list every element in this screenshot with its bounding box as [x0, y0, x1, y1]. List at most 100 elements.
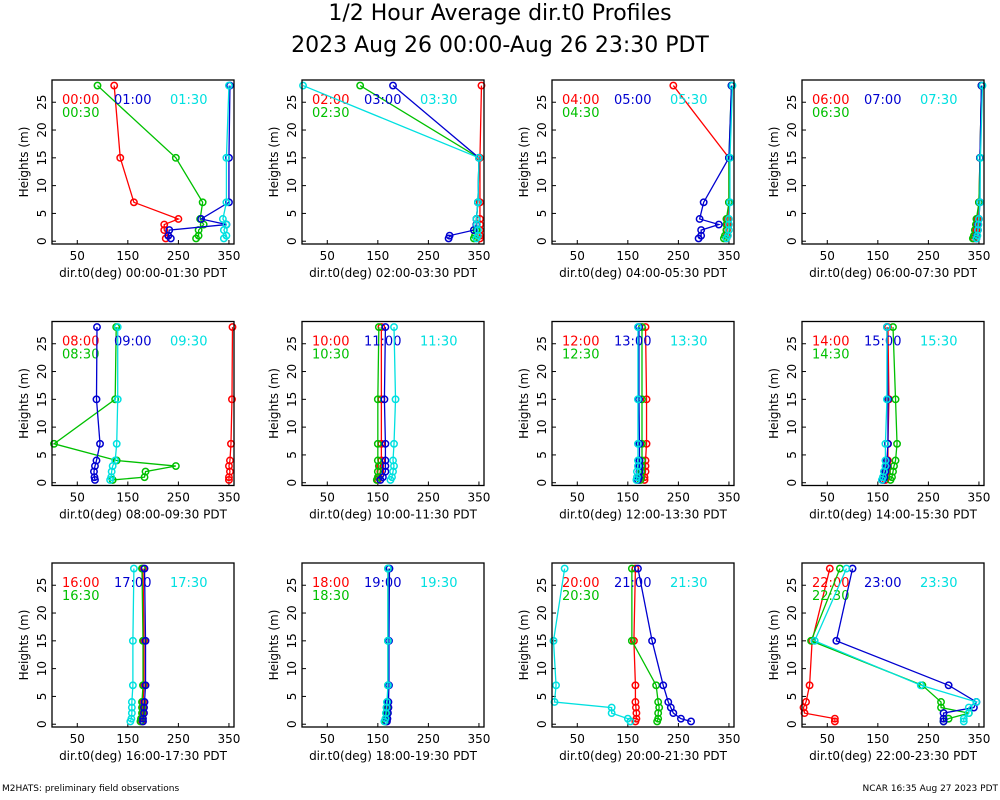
profile-point [222, 153, 231, 162]
y-tick-label: 25 [35, 336, 49, 351]
profile-point [113, 323, 122, 332]
profile-line [698, 85, 733, 239]
legend-entry: 22:00 [812, 576, 849, 591]
x-tick-label: 50 [570, 732, 585, 746]
x-axis-label: dir.t0(deg) 18:00-19:30 PDT [309, 749, 478, 763]
y-tick-label: 25 [535, 95, 549, 110]
profile-point [882, 323, 891, 332]
y-axis-label: Heights (m) [517, 610, 531, 681]
profile-point [474, 153, 483, 162]
legend-entry: 20:30 [562, 589, 599, 604]
legend-entry: 17:30 [170, 576, 207, 591]
x-tick-label: 250 [167, 491, 190, 505]
profile-point [389, 81, 397, 90]
x-tick-label: 250 [417, 491, 440, 505]
profile-point [633, 564, 642, 573]
profile-point [832, 636, 841, 645]
profile-point [937, 698, 945, 706]
profile-point [224, 198, 233, 207]
profile-point [916, 681, 925, 690]
legend-entry: 05:00 [614, 93, 651, 108]
x-tick-label: 350 [217, 491, 240, 505]
profile-point [623, 714, 632, 723]
profile-point [959, 717, 968, 726]
x-axis-label: dir.t0(deg) 22:00-23:30 PDT [809, 749, 978, 763]
profile-point [805, 681, 814, 690]
x-tick-label: 50 [70, 491, 85, 505]
profile-point [160, 220, 169, 229]
profile-point [381, 709, 390, 718]
x-tick-label: 250 [667, 491, 690, 505]
y-axis-label: Heights (m) [517, 127, 531, 198]
profile-point [381, 467, 390, 476]
profile-point [830, 714, 839, 723]
legend-entry: 02:00 [312, 93, 349, 108]
profile-point [390, 323, 398, 332]
x-tick-label: 150 [116, 491, 139, 505]
profile-point [654, 698, 663, 706]
x-tick-label: 50 [570, 249, 585, 263]
profile-point [128, 681, 137, 690]
profile-point [382, 698, 391, 706]
plot-frame [51, 79, 235, 245]
y-tick-label: 25 [785, 95, 799, 110]
y-tick-label: 20 [285, 364, 299, 379]
footer-right: NCAR 16:35 Aug 27 2023 PDT [863, 784, 999, 794]
plot-frame [551, 79, 735, 245]
legend-entry: 22:30 [812, 589, 849, 604]
profile-point [714, 220, 723, 229]
profile-point [664, 698, 673, 706]
profile-point [194, 231, 203, 240]
profile-point [383, 564, 392, 573]
profile-point [116, 153, 125, 162]
profile-point [633, 395, 642, 404]
profile-point [882, 395, 891, 404]
x-tick-label: 50 [820, 491, 835, 505]
profile-point [978, 81, 987, 90]
profile-point [112, 439, 121, 448]
x-tick-label: 50 [320, 491, 335, 505]
y-axis-label: Heights (m) [17, 610, 31, 681]
profile-point [552, 681, 560, 690]
profile-point [697, 231, 706, 240]
y-tick-label: 25 [285, 95, 299, 110]
legend-entry: 23:00 [864, 576, 901, 591]
profile-point [810, 636, 819, 645]
legend-entry: 18:00 [312, 576, 349, 591]
y-tick-label: 15 [535, 392, 549, 407]
profile-point [174, 215, 183, 223]
profile-point [92, 395, 101, 404]
x-tick-label: 150 [866, 249, 889, 263]
y-tick-label: 5 [785, 210, 799, 218]
x-tick-label: 50 [820, 249, 835, 263]
profile-point [648, 636, 657, 645]
y-tick-label: 5 [285, 693, 299, 701]
plot-frame [301, 562, 485, 728]
y-tick-label: 5 [785, 451, 799, 459]
profile-point [140, 703, 148, 712]
profile-point [724, 226, 733, 235]
x-tick-label: 50 [820, 732, 835, 746]
legend-entry: 13:00 [614, 335, 651, 350]
profile-point [631, 698, 640, 706]
y-tick-label: 20 [285, 122, 299, 137]
y-tick-label: 0 [35, 479, 49, 487]
y-tick-label: 10 [785, 419, 799, 434]
legend-entry: 12:30 [562, 348, 599, 363]
legend-entry: 23:30 [920, 576, 957, 591]
y-axis-label: Heights (m) [267, 368, 281, 439]
profile-point [802, 698, 810, 706]
y-tick-label: 0 [535, 479, 549, 487]
x-tick-label: 350 [717, 732, 740, 746]
y-tick-label: 10 [285, 419, 299, 434]
legend-entry: 13:30 [670, 335, 707, 350]
plot-frame [801, 320, 985, 487]
x-axis-label: dir.t0(deg) 08:00-09:30 PDT [59, 508, 228, 522]
x-tick-label: 250 [917, 491, 940, 505]
legend-entry: 12:00 [562, 335, 599, 350]
profile-point [607, 709, 616, 718]
x-tick-label: 350 [717, 491, 740, 505]
x-tick-label: 150 [116, 249, 139, 263]
profile-line [392, 85, 480, 239]
